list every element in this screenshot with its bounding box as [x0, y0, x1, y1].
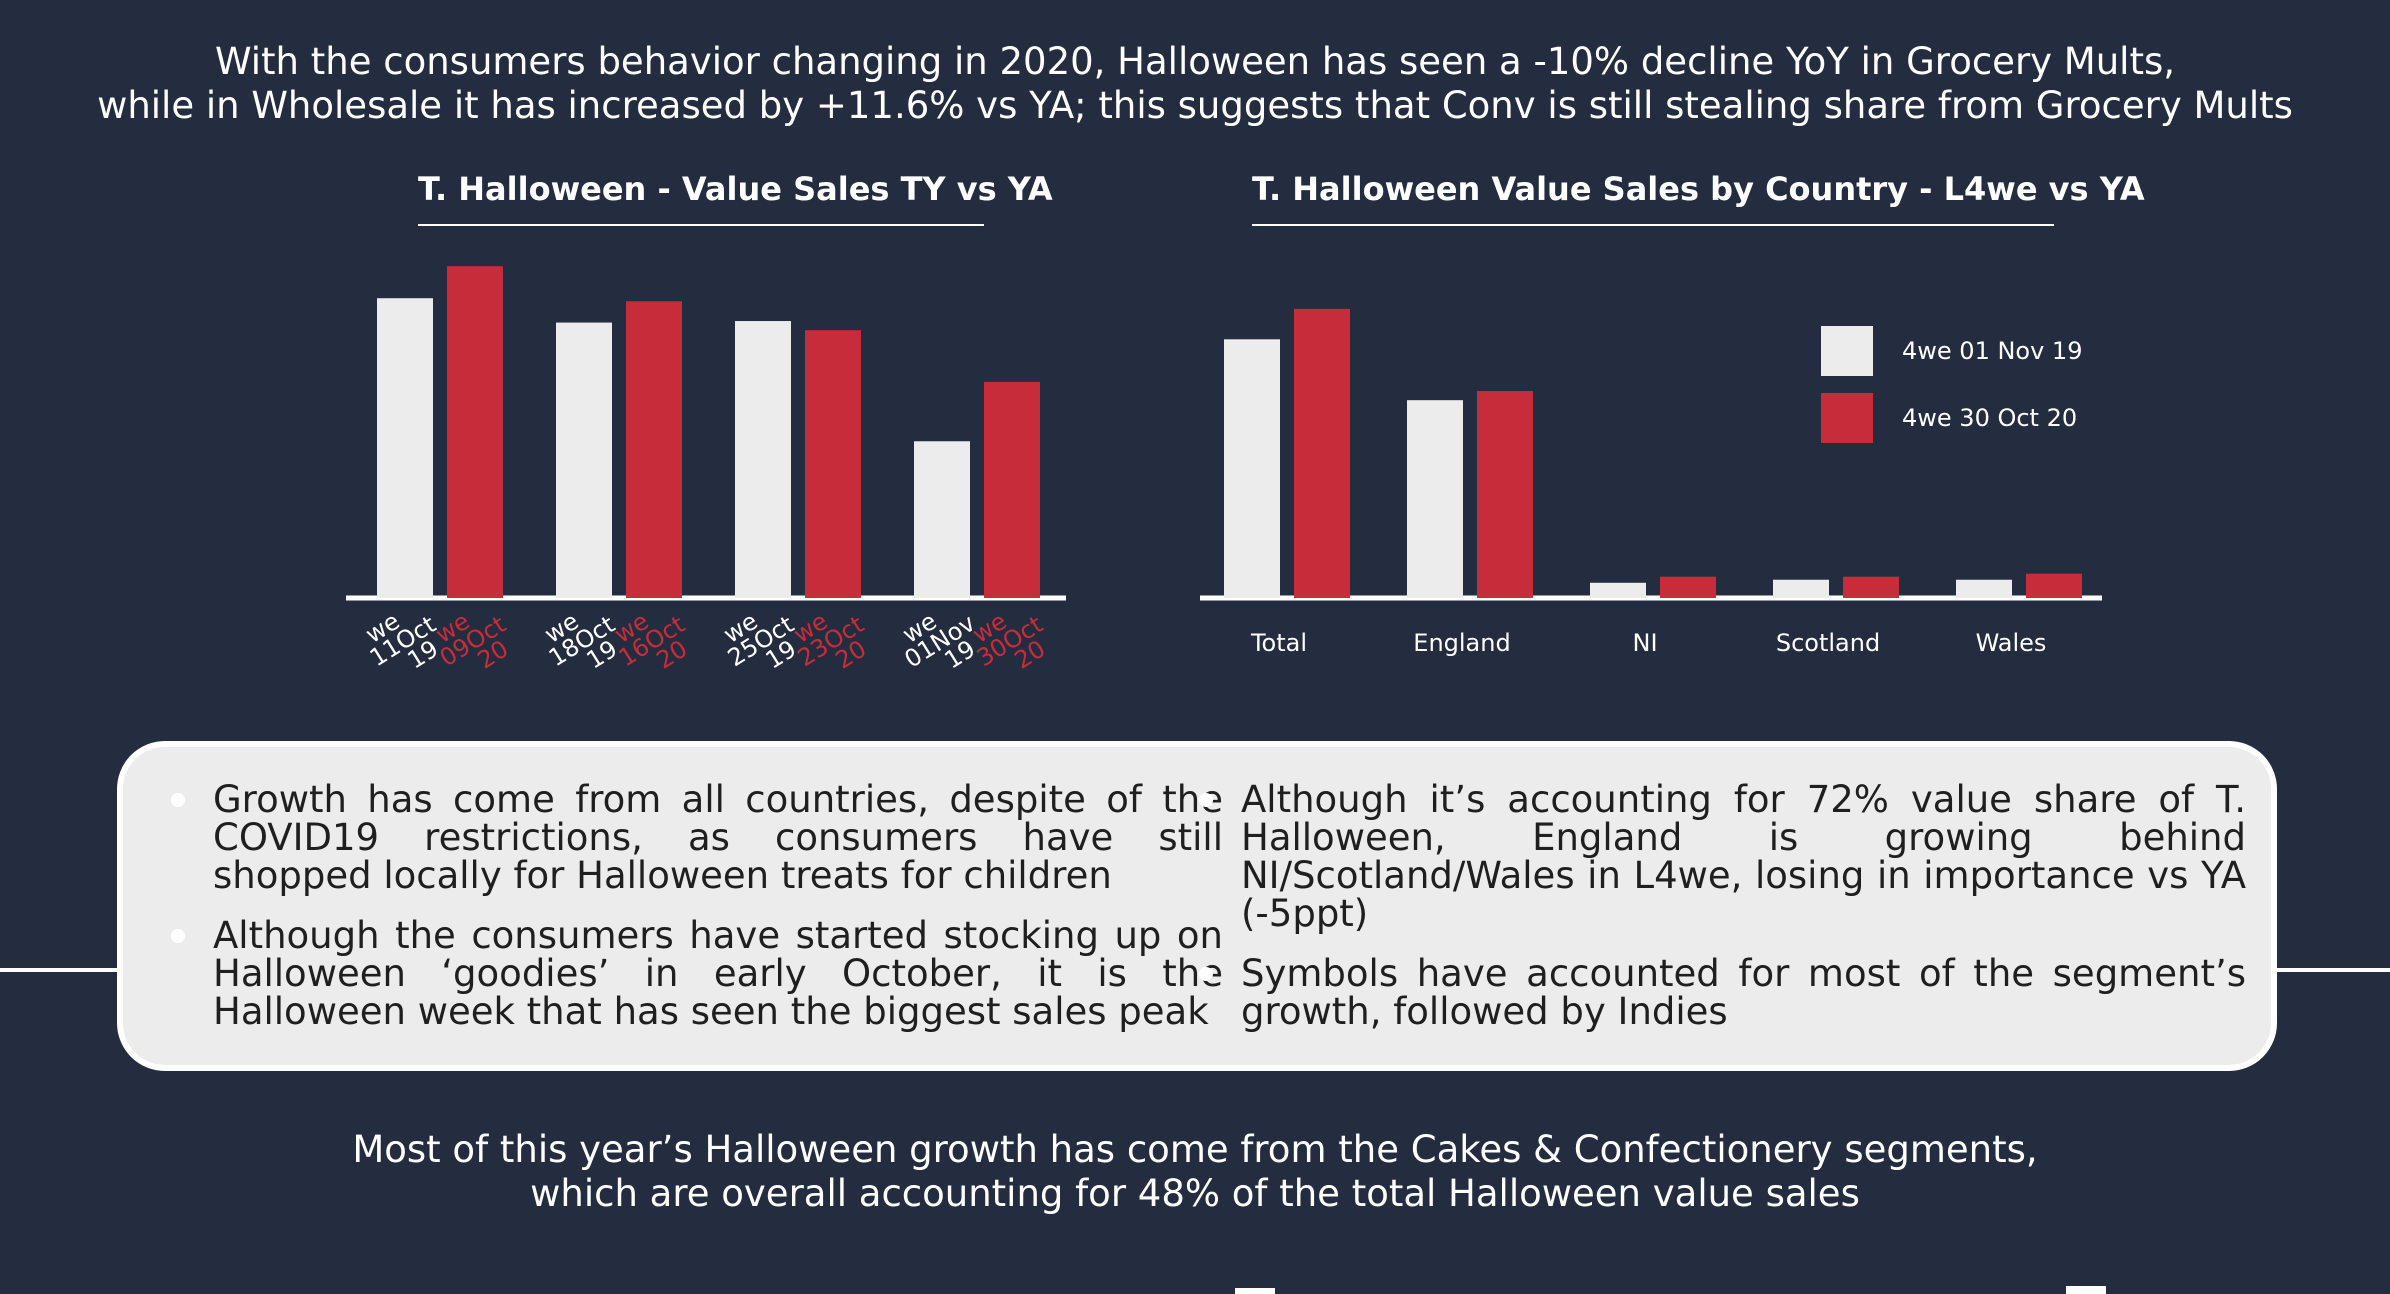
- week-label-ty-text: we30Oct20: [960, 592, 1059, 691]
- bar-ty: [1477, 391, 1533, 598]
- bar-ya: [1773, 579, 1829, 598]
- week-label-ty: we23Oct20: [781, 592, 880, 691]
- country-label: England: [1413, 629, 1510, 657]
- bar-ya: [735, 321, 791, 598]
- headline-bottom-line-1: Most of this year’s Halloween growth has…: [352, 1128, 2038, 1171]
- next-legend-swatch: [1235, 1288, 1275, 1294]
- headline-top: With the consumers behavior changing in …: [0, 40, 2390, 128]
- headline-top-line-2: while in Wholesale it has increased by +…: [97, 84, 2293, 127]
- country-label: Scotland: [1776, 629, 1880, 657]
- bar-charts: we11Oct19we09Oct20we18Oct19we16Oct20we25…: [346, 266, 2102, 692]
- weekly-chart-title: T. Halloween - Value Sales TY vs YA: [418, 170, 1053, 226]
- insight-text: Although it’s accounting for 72% value s…: [1241, 778, 2246, 935]
- week-label-ya: we11Oct19: [353, 592, 452, 691]
- next-legend-swatch: [2066, 1286, 2106, 1294]
- divider-right: [2265, 968, 2390, 972]
- bar-ty: [2026, 573, 2082, 598]
- bar-ya: [556, 322, 612, 598]
- bar-ty: [805, 330, 861, 598]
- week-label-ya-text: we11Oct19: [353, 592, 452, 691]
- week-label-ya-text: we18Oct19: [532, 592, 631, 691]
- insights-right-column: Although it’s accounting for 72% value s…: [1199, 778, 2246, 1053]
- legend-swatch-ya: [1821, 326, 1873, 376]
- week-label-ty: we30Oct20: [960, 592, 1059, 691]
- bar-ty: [1660, 576, 1716, 598]
- week-label-ty-text: we09Oct20: [423, 592, 522, 691]
- insight-bullet: Although the consumers have started stoc…: [171, 914, 1223, 1033]
- legend-label: 4we 30 Oct 20: [1902, 404, 2077, 432]
- insight-bullet: Symbols have accounted for most of the s…: [1199, 952, 2246, 1033]
- bar-ya: [1956, 579, 2012, 598]
- week-label-ya-text: we01Nov19: [888, 590, 992, 692]
- week-label-ya: we01Nov19: [888, 590, 992, 692]
- insight-bullet: Growth has come from all countries, desp…: [171, 778, 1223, 897]
- bar-ya: [1590, 582, 1646, 598]
- headline-top-line-1: With the consumers behavior changing in …: [214, 40, 2176, 83]
- week-label-ty-text: we23Oct20: [781, 592, 880, 691]
- insight-bullet: Although it’s accounting for 72% value s…: [1199, 778, 2246, 935]
- headline-bottom-line-2: which are overall accounting for 48% of …: [530, 1172, 1860, 1215]
- week-label-ya-text: we25Oct19: [711, 592, 810, 691]
- divider-left: [0, 968, 130, 972]
- headline-bottom: Most of this year’s Halloween growth has…: [0, 1128, 2390, 1216]
- bar-ty: [984, 381, 1040, 598]
- bullet-dot: [1199, 793, 1213, 807]
- insight-text: Growth has come from all countries, desp…: [213, 778, 1223, 897]
- legend-label: 4we 01 Nov 19: [1902, 337, 2082, 365]
- insight-text: Although the consumers have started stoc…: [213, 914, 1223, 1033]
- legend-swatch-ty: [1821, 393, 1873, 443]
- bullet-dot: [1199, 967, 1213, 981]
- insight-text: Symbols have accounted for most of the s…: [1241, 952, 2246, 1033]
- bar-ty: [447, 266, 503, 598]
- insights-panel: Growth has come from all countries, desp…: [117, 741, 2277, 1071]
- country-chart-title: T. Halloween Value Sales by Country - L4…: [1252, 170, 2145, 226]
- week-label-ty: we16Oct20: [602, 592, 701, 691]
- country-label: NI: [1632, 629, 1657, 657]
- bar-ya: [914, 441, 970, 598]
- bar-ty: [626, 301, 682, 598]
- country-label: Total: [1250, 629, 1307, 657]
- week-label-ya: we25Oct19: [711, 592, 810, 691]
- bar-ya: [377, 298, 433, 598]
- week-label-ty-text: we16Oct20: [602, 592, 701, 691]
- bar-ty: [1843, 576, 1899, 598]
- week-label-ty: we09Oct20: [423, 592, 522, 691]
- bullet-dot: [171, 793, 185, 807]
- bar-ya: [1407, 400, 1463, 598]
- week-label-ya: we18Oct19: [532, 592, 631, 691]
- bullet-dot: [171, 929, 185, 943]
- insights-left-column: Growth has come from all countries, desp…: [171, 778, 1223, 1053]
- country-label: Wales: [1976, 629, 2047, 657]
- bar-ty: [1294, 308, 1350, 598]
- bar-ya: [1224, 339, 1280, 598]
